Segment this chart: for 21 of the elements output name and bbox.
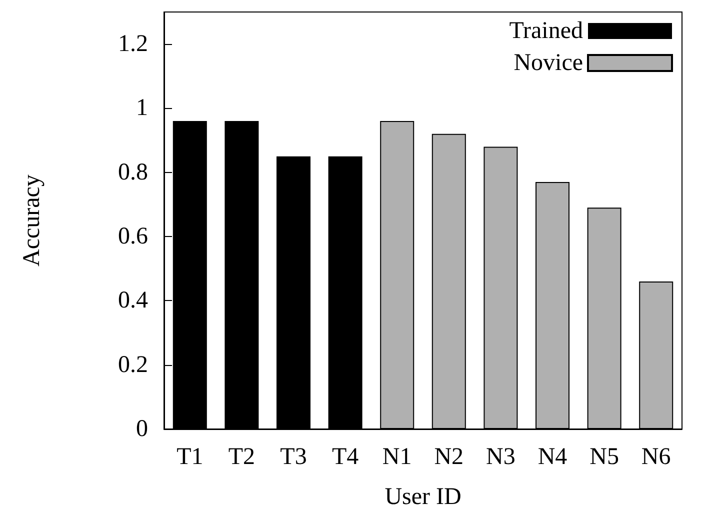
y-tick-label: 0.4 (118, 288, 148, 314)
y-axis-title: Accuracy (19, 174, 45, 266)
legend-label: Trained (509, 18, 583, 44)
x-tick-label: N6 (641, 444, 671, 470)
legend-label: Novice (514, 50, 583, 76)
x-tick-label: T2 (228, 444, 256, 470)
x-tick-label: N3 (486, 444, 516, 470)
x-tick-label: N2 (434, 444, 464, 470)
y-tick-label: 0.8 (118, 159, 148, 186)
x-tick-label: T4 (332, 444, 359, 470)
x-tick-label: N4 (538, 444, 568, 470)
x-tick-label: N1 (382, 444, 412, 470)
x-tick-label: T3 (280, 444, 307, 470)
x-axis-title: User ID (384, 484, 462, 510)
y-tick-label: 1.2 (118, 31, 148, 58)
x-tick-label: T1 (176, 444, 204, 470)
x-tick-label: N5 (590, 444, 619, 470)
y-tick-label: 1 (136, 95, 148, 122)
y-tick-label: 0.2 (118, 352, 148, 378)
y-tick-label: 0.6 (118, 224, 148, 250)
y-tick-label: 0 (136, 416, 148, 442)
